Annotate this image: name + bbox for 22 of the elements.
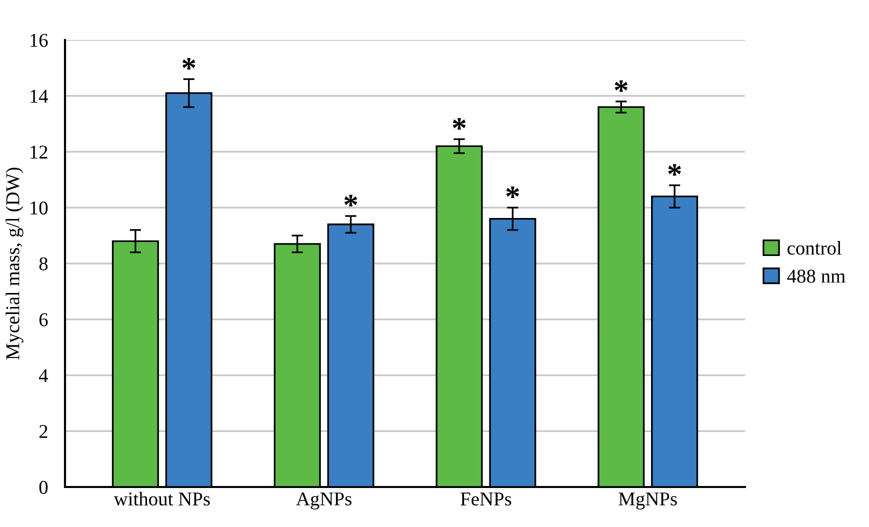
legend-label: control bbox=[788, 241, 842, 255]
x-tick-label: FeNPs bbox=[460, 492, 512, 506]
y-tick-label: 2 bbox=[39, 424, 48, 438]
y-tick-label: 8 bbox=[39, 257, 48, 270]
data-label: * bbox=[452, 118, 466, 130]
legend-label: 488 nm bbox=[787, 270, 846, 283]
y-tick-label: 4 bbox=[38, 369, 48, 382]
x-tick-label: AgNPs bbox=[296, 492, 352, 510]
data-label: * bbox=[344, 194, 358, 206]
data-label: * bbox=[182, 58, 196, 70]
data-label: * bbox=[668, 164, 681, 176]
y-tick-label: 14 bbox=[30, 90, 48, 103]
y-tick-label: 16 bbox=[30, 34, 48, 47]
y-tick-label: 12 bbox=[30, 146, 48, 158]
x-tick-label: without NPs bbox=[114, 492, 210, 506]
data-label: * bbox=[506, 186, 520, 198]
y-tick-label: 6 bbox=[39, 313, 48, 326]
data-label: * bbox=[614, 80, 628, 92]
x-tick-label: MgNPs bbox=[618, 492, 677, 510]
y-axis-title: Mycelial mass, g/l (DW) bbox=[6, 168, 24, 360]
y-tick-label: 10 bbox=[30, 201, 48, 215]
y-tick-label: 0 bbox=[39, 480, 48, 494]
